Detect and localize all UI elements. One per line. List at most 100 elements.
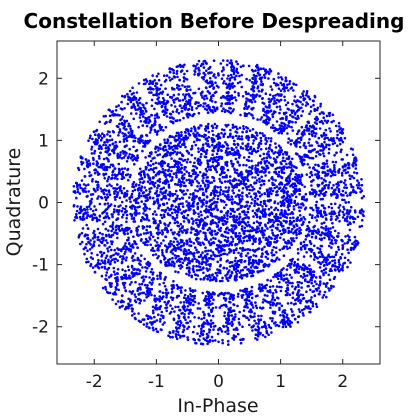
data-point [313, 134, 317, 138]
data-point [97, 133, 100, 136]
data-point [279, 236, 282, 240]
data-point [239, 180, 243, 183]
data-point [82, 217, 86, 221]
data-point [231, 231, 235, 235]
data-point [122, 231, 126, 235]
data-point [146, 243, 149, 247]
data-point [96, 180, 100, 184]
data-point [198, 241, 201, 244]
data-point [150, 268, 154, 271]
data-point [124, 269, 127, 273]
data-point [238, 197, 241, 201]
data-point [244, 90, 248, 94]
data-point [116, 191, 119, 194]
data-point [265, 122, 269, 126]
data-point [167, 198, 171, 201]
data-point [271, 231, 274, 235]
data-point [253, 202, 257, 205]
data-point [260, 226, 264, 230]
data-point [150, 104, 154, 108]
data-point [178, 208, 182, 211]
data-point [283, 211, 286, 215]
data-point [226, 253, 229, 256]
data-point [303, 198, 307, 202]
data-point [168, 70, 172, 74]
data-point [200, 262, 204, 266]
data-point [309, 105, 313, 109]
data-point [294, 195, 298, 199]
data-point [137, 125, 140, 129]
data-point [177, 242, 181, 245]
data-point [211, 221, 215, 225]
data-point [323, 119, 327, 122]
data-point [227, 193, 230, 197]
data-point [247, 159, 251, 162]
data-point [113, 167, 117, 170]
data-point [289, 172, 293, 176]
data-point [210, 124, 214, 128]
data-point [157, 149, 160, 152]
data-point [285, 242, 289, 245]
data-point [307, 121, 311, 125]
data-point [88, 136, 92, 140]
data-point [260, 183, 263, 187]
data-point [86, 237, 89, 240]
data-point [104, 274, 108, 277]
data-point [296, 137, 300, 140]
data-point [183, 85, 187, 89]
data-point [126, 92, 129, 96]
data-point [241, 197, 244, 201]
data-point [348, 174, 351, 177]
data-point [248, 188, 252, 192]
data-point [86, 208, 89, 211]
data-point [112, 164, 115, 168]
data-point [311, 130, 314, 133]
data-point [355, 184, 359, 187]
data-point [144, 213, 148, 217]
data-point [202, 181, 205, 185]
data-point [77, 168, 81, 171]
data-point [264, 255, 268, 259]
data-point [197, 215, 201, 218]
data-point [90, 148, 93, 151]
data-point [233, 171, 237, 174]
data-point [255, 179, 259, 182]
data-point [134, 149, 138, 153]
data-point [79, 217, 82, 221]
data-point [254, 228, 257, 232]
data-point [94, 264, 97, 268]
data-point [202, 173, 205, 177]
data-point [229, 274, 232, 277]
data-point [248, 204, 251, 208]
data-point [73, 219, 76, 222]
data-point [156, 201, 160, 205]
data-point [335, 186, 339, 189]
data-point [198, 133, 201, 137]
data-point [154, 166, 158, 170]
data-point [189, 231, 193, 234]
data-point [247, 138, 250, 142]
data-point [159, 160, 163, 164]
data-point [116, 183, 119, 186]
data-point [124, 273, 127, 277]
data-point [158, 283, 161, 286]
data-point [245, 200, 248, 204]
data-point [298, 219, 302, 222]
data-point [245, 77, 248, 81]
data-point [270, 206, 273, 209]
data-point [228, 276, 232, 279]
data-point [180, 69, 184, 72]
data-point [233, 168, 236, 172]
data-point [133, 188, 137, 192]
data-point [348, 177, 352, 180]
data-point [188, 244, 191, 247]
data-point [340, 180, 343, 183]
data-point [102, 115, 106, 118]
data-point [234, 98, 238, 102]
data-point [142, 241, 145, 245]
data-point [145, 322, 149, 325]
data-point [265, 263, 268, 267]
data-point [190, 144, 194, 148]
data-point [96, 171, 99, 174]
data-point [133, 162, 136, 166]
